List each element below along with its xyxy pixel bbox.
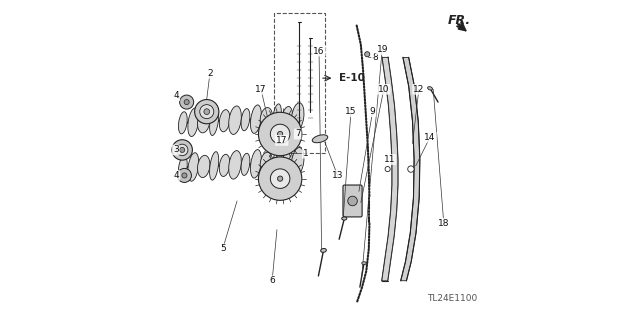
Circle shape (259, 157, 302, 200)
Ellipse shape (291, 103, 304, 131)
Text: 18: 18 (438, 219, 449, 228)
Text: 12: 12 (413, 85, 424, 94)
Text: 1: 1 (303, 149, 308, 158)
Ellipse shape (209, 152, 219, 180)
Text: 7: 7 (295, 130, 301, 138)
Ellipse shape (179, 156, 188, 179)
Circle shape (177, 144, 188, 156)
Circle shape (348, 196, 357, 206)
Ellipse shape (209, 107, 219, 136)
Circle shape (259, 112, 302, 156)
Text: FR.: FR. (447, 14, 471, 27)
Circle shape (182, 173, 187, 178)
Circle shape (180, 95, 194, 109)
Ellipse shape (282, 151, 292, 173)
Text: 17: 17 (276, 136, 287, 145)
Ellipse shape (362, 262, 366, 265)
Ellipse shape (198, 111, 210, 133)
Ellipse shape (428, 87, 433, 90)
Ellipse shape (220, 110, 230, 132)
Circle shape (278, 131, 283, 137)
Circle shape (270, 124, 290, 144)
Text: 9: 9 (370, 107, 376, 116)
Text: TL24E1100: TL24E1100 (427, 294, 477, 303)
Ellipse shape (272, 104, 282, 132)
Ellipse shape (198, 155, 210, 177)
Text: 15: 15 (345, 107, 356, 116)
Circle shape (385, 167, 390, 172)
Ellipse shape (228, 106, 241, 134)
Circle shape (408, 166, 414, 172)
Circle shape (365, 52, 370, 57)
Ellipse shape (250, 150, 261, 178)
Ellipse shape (241, 108, 250, 131)
Text: 4: 4 (173, 171, 179, 180)
Ellipse shape (188, 108, 198, 137)
Text: 17: 17 (255, 85, 267, 94)
Text: 3: 3 (173, 145, 179, 154)
Text: 14: 14 (424, 133, 436, 142)
Text: 10: 10 (378, 85, 390, 94)
Text: 6: 6 (269, 276, 275, 285)
Text: E-10: E-10 (339, 73, 365, 83)
Circle shape (204, 109, 210, 115)
Ellipse shape (321, 249, 326, 252)
Circle shape (195, 100, 219, 124)
Circle shape (278, 176, 283, 181)
Text: 5: 5 (220, 244, 225, 253)
Ellipse shape (228, 151, 241, 179)
Text: 11: 11 (384, 155, 396, 164)
Text: 4: 4 (173, 91, 179, 100)
Ellipse shape (188, 153, 198, 181)
Polygon shape (401, 57, 420, 281)
Ellipse shape (250, 105, 261, 133)
Ellipse shape (312, 135, 328, 143)
FancyBboxPatch shape (343, 185, 362, 217)
Ellipse shape (241, 153, 250, 175)
Text: 16: 16 (314, 47, 324, 56)
Circle shape (184, 100, 189, 105)
Text: 2: 2 (207, 69, 212, 78)
Circle shape (270, 169, 290, 189)
Polygon shape (382, 57, 398, 281)
Ellipse shape (179, 112, 188, 134)
Ellipse shape (282, 107, 292, 129)
Text: 19: 19 (376, 45, 388, 54)
Circle shape (180, 147, 185, 152)
Ellipse shape (272, 149, 282, 177)
Circle shape (177, 168, 191, 182)
Circle shape (200, 105, 214, 119)
Ellipse shape (342, 217, 347, 220)
Ellipse shape (220, 154, 230, 176)
Ellipse shape (260, 152, 273, 174)
Circle shape (172, 140, 193, 160)
Ellipse shape (291, 147, 304, 176)
Text: 8: 8 (372, 53, 378, 62)
Bar (274, 13, 324, 153)
Text: 13: 13 (332, 171, 343, 180)
Ellipse shape (260, 108, 273, 130)
